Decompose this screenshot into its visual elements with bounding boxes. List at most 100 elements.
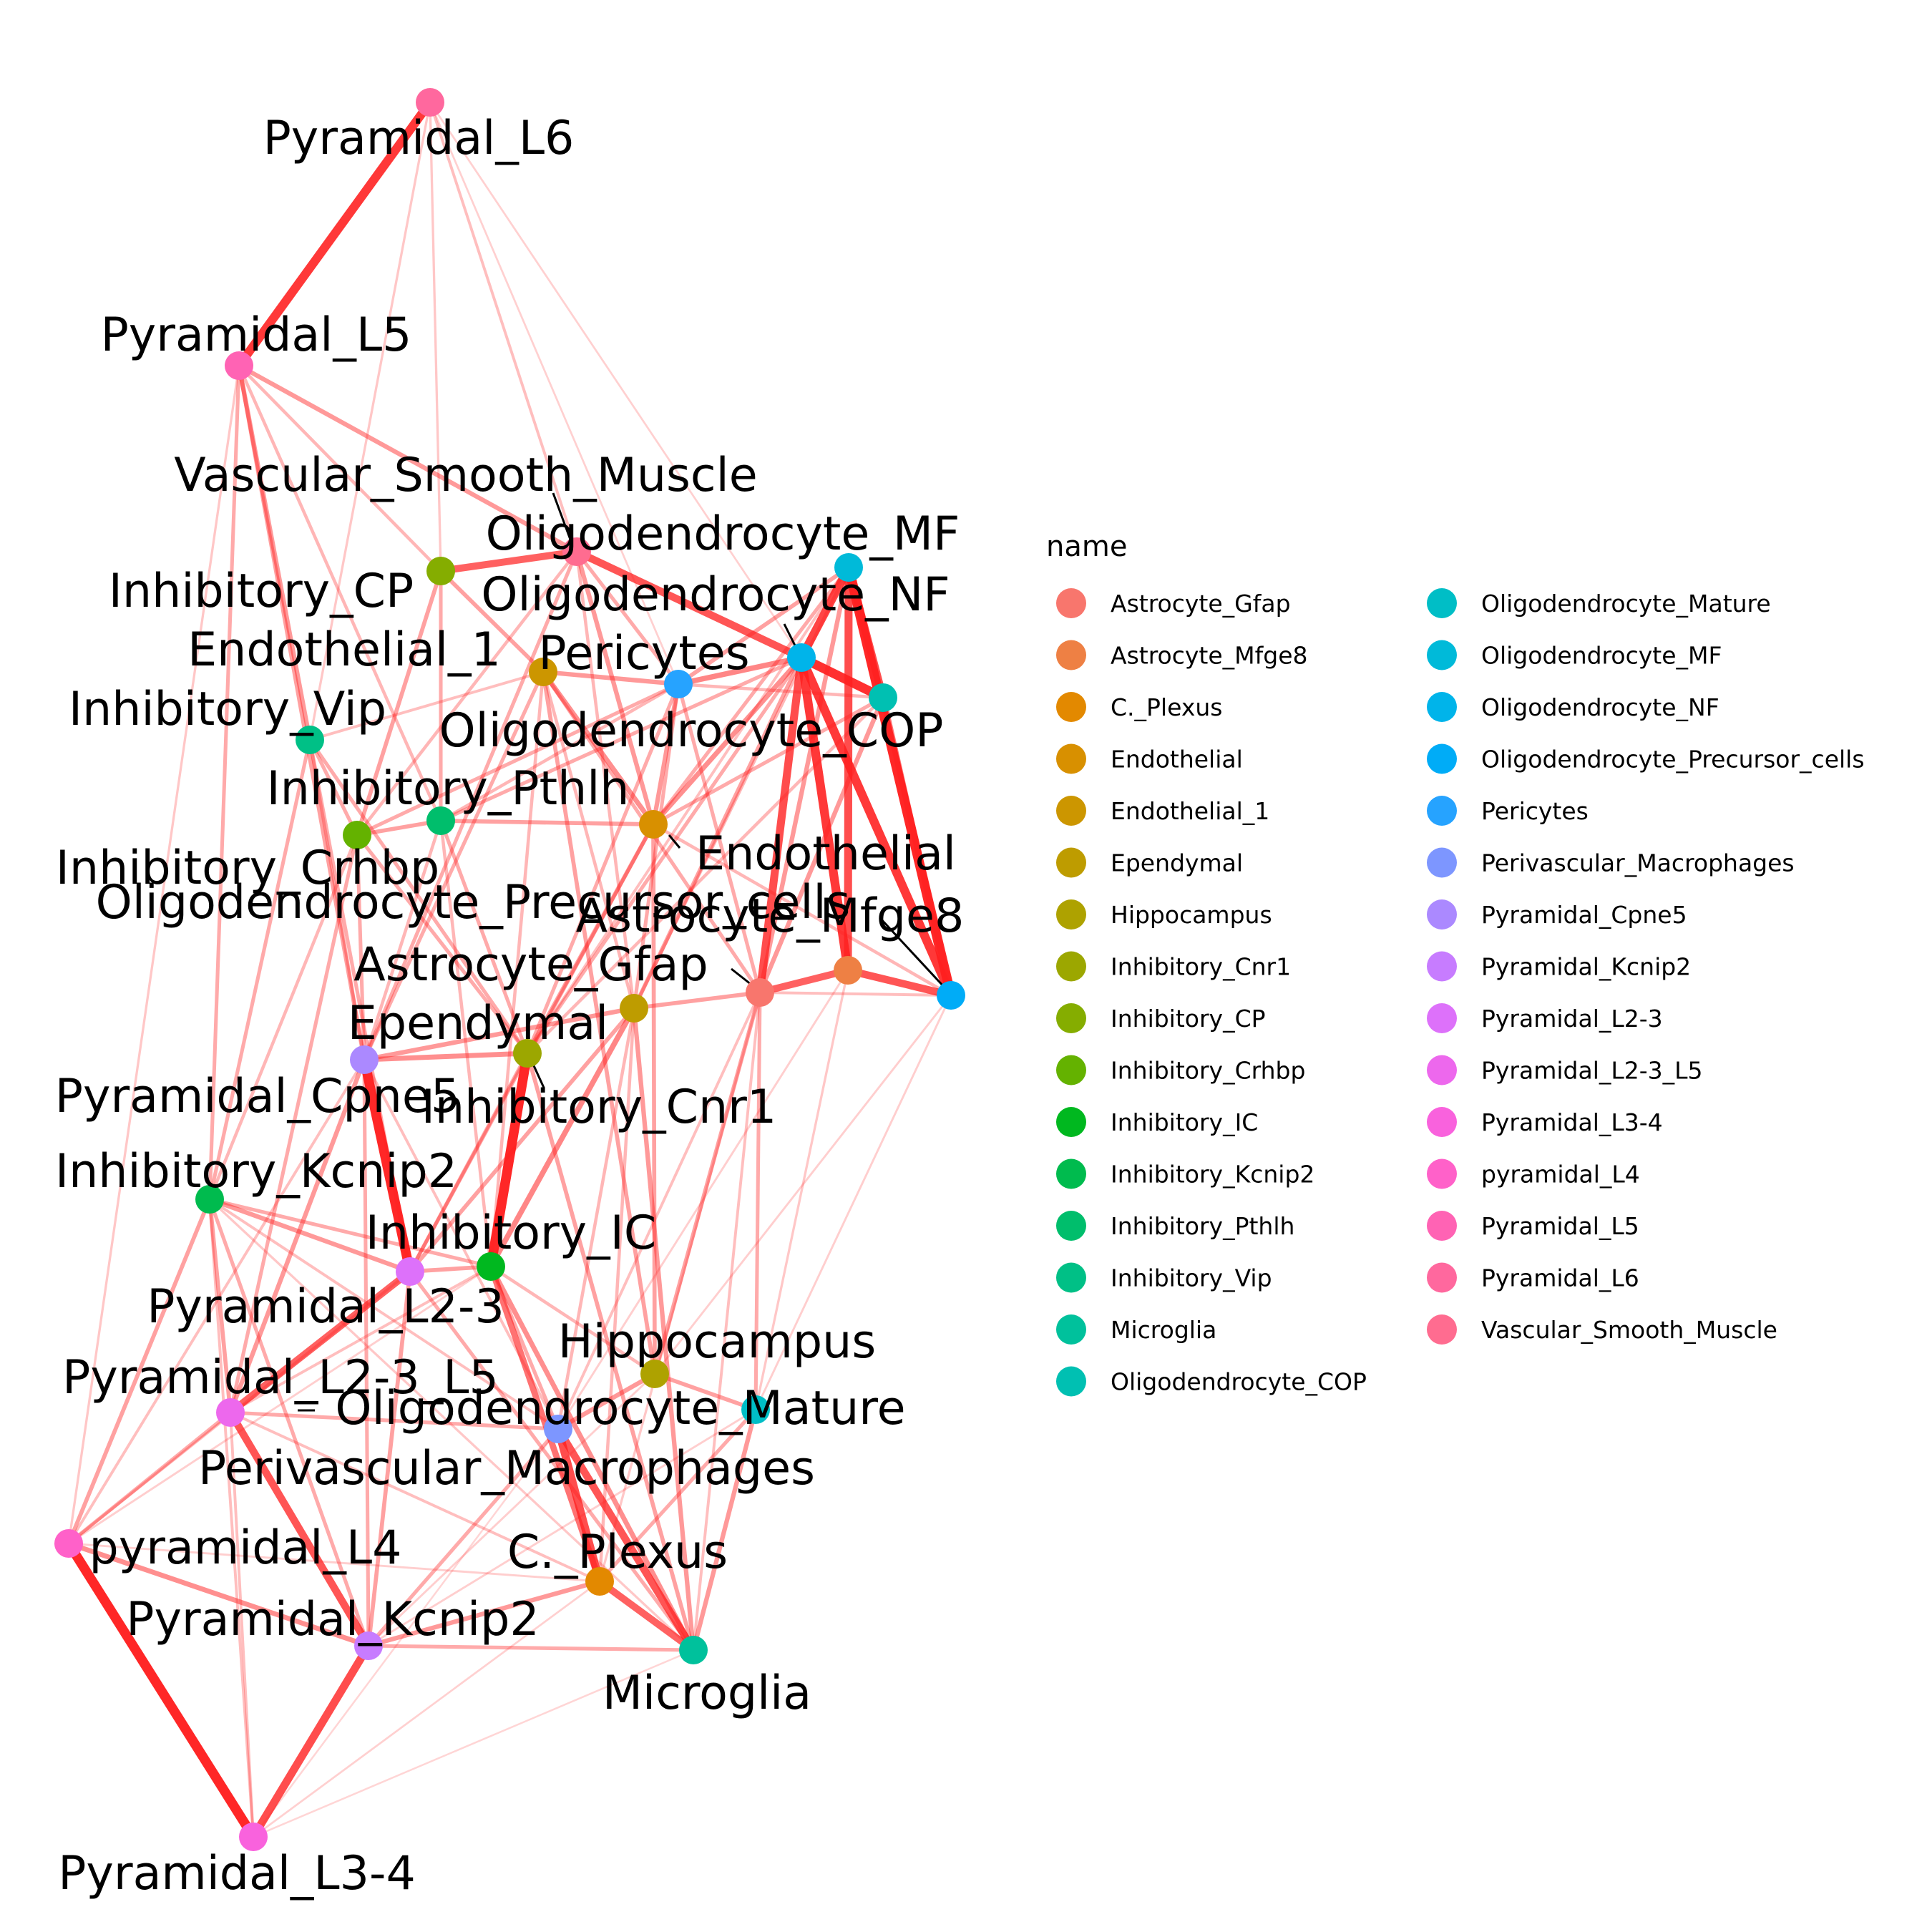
edge-pyramidal-kcnip2-perivascular-macrophages <box>366 1427 560 1648</box>
node-pyramidal-l2-3[interactable] <box>396 1257 424 1286</box>
edge-pyramidal-l3-4-microglia <box>252 1649 695 1838</box>
legend-item-inhibitory-cp: Inhibitory_CP <box>1056 1003 1266 1033</box>
node-label-pyramidal-l4: pyramidal_L4 <box>89 1521 402 1575</box>
nodes-layer <box>54 88 965 1851</box>
node-oligodendrocyte-mature[interactable] <box>741 1395 770 1424</box>
node-endothelial-1[interactable] <box>529 658 557 686</box>
legend-item-inhibitory-pthlh: Inhibitory_Pthlh <box>1056 1211 1294 1241</box>
edge-vascular-smooth-muscle-endothelial <box>574 549 656 827</box>
node-pyramidal-l4[interactable] <box>54 1529 83 1558</box>
edge-inhibitory-cp-endothelial-1 <box>439 569 545 674</box>
edge-inhibitory-ic-perivascular-macrophages <box>489 1264 560 1431</box>
node-hippocampus[interactable] <box>640 1360 669 1388</box>
edge-endothelial-oligodendrocyte-nf <box>650 655 804 827</box>
legend-swatch <box>1056 1158 1086 1189</box>
legend-swatch <box>1427 796 1457 826</box>
edge-pyramidal-l5-vascular-smooth-muscle <box>236 363 580 555</box>
node-microglia[interactable] <box>679 1636 708 1664</box>
edge-oligodendrocyte-mf-endothelial <box>651 565 851 826</box>
legend-swatch <box>1427 1158 1457 1189</box>
legend-label: Oligodendrocyte_Precursor_cells <box>1481 746 1865 774</box>
edge-oligodendrocyte-precursor-cells-hippocampus <box>653 994 952 1375</box>
edge-pyramidal-l6-pyramidal-l5 <box>234 97 435 371</box>
edge-oligodendrocyte-cop-endothelial <box>651 696 885 826</box>
legend-label: Pyramidal_L5 <box>1481 1212 1639 1240</box>
edge-pyramidal-cpne5-perivascular-macrophages <box>363 1058 560 1430</box>
node-label-oligodendrocyte-mature: Oligodendrocyte_Mature <box>335 1382 905 1435</box>
edge-oligodendrocyte-nf-astrocyte-gfap <box>756 653 806 997</box>
edge-pyramidal-l3-4-perivascular-macrophages <box>252 1428 560 1838</box>
legend-item-inhibitory-crhbp: Inhibitory_Crhbp <box>1056 1055 1305 1085</box>
node-label-astrocyte-mfge8: Astrocyte_Mfge8 <box>576 889 965 943</box>
legend-item-oligodendrocyte-mature: Oligodendrocyte_Mature <box>1427 588 1771 618</box>
node-oligodendrocyte-mf[interactable] <box>834 553 863 582</box>
node-pyramidal-l3-4[interactable] <box>239 1823 268 1851</box>
legend-item-inhibitory-ic: Inhibitory_IC <box>1056 1107 1258 1137</box>
node-inhibitory-ic[interactable] <box>477 1252 505 1281</box>
node-inhibitory-kcnip2[interactable] <box>195 1185 224 1214</box>
node-astrocyte-mfge8[interactable] <box>834 956 862 985</box>
node-inhibitory-crhbp[interactable] <box>343 821 371 849</box>
legend-label: Oligodendrocyte_COP <box>1111 1368 1367 1396</box>
node-inhibitory-cnr1[interactable] <box>513 1039 542 1068</box>
legend-label: Inhibitory_Crhbp <box>1111 1057 1305 1085</box>
legend-label: Pyramidal_Cpne5 <box>1481 901 1687 929</box>
node-perivascular-macrophages[interactable] <box>544 1415 572 1443</box>
edge-pyramidal-l6-inhibitory-vip <box>308 101 431 741</box>
node-oligodendrocyte-nf[interactable] <box>787 643 816 672</box>
edge-oligodendrocyte-cop-inhibitory-cnr1 <box>525 696 885 1055</box>
node-oligodendrocyte-precursor-cells[interactable] <box>937 981 965 1010</box>
node-label-c-plexus: C._Plexus <box>507 1526 728 1579</box>
legend-item-inhibitory-cnr1: Inhibitory_Cnr1 <box>1056 951 1291 982</box>
node-astrocyte-gfap[interactable] <box>746 978 774 1007</box>
edge-inhibitory-ic-hippocampus <box>489 1264 657 1376</box>
node-pyramidal-l5[interactable] <box>225 351 253 380</box>
legend-item-vascular-smooth-muscle: Vascular_Smooth_Muscle <box>1427 1314 1777 1345</box>
legend-label: Ependymal <box>1111 849 1243 877</box>
node-ependymal[interactable] <box>620 994 648 1023</box>
node-c-plexus[interactable] <box>585 1567 614 1596</box>
node-pyramidal-kcnip2[interactable] <box>354 1631 383 1660</box>
node-oligodendrocyte-cop[interactable] <box>869 683 897 712</box>
node-inhibitory-cp[interactable] <box>426 557 455 585</box>
edge-astrocyte-gfap-astrocyte-mfge8 <box>756 967 852 996</box>
node-inhibitory-pthlh[interactable] <box>426 806 455 835</box>
node-pyramidal-cpne5[interactable] <box>350 1045 379 1074</box>
edge-oligodendrocyte-nf-inhibitory-pthlh <box>439 655 804 823</box>
node-pyramidal-l6[interactable] <box>416 88 444 117</box>
node-vascular-smooth-muscle[interactable] <box>562 537 591 566</box>
legend-swatch <box>1056 951 1086 982</box>
node-label-oligodendrocyte-precursor-cells: Oligodendrocyte_Precursor_cells <box>96 876 851 930</box>
legend-title: name <box>1046 530 1127 563</box>
legend-label: Pyramidal_L2-3 <box>1481 1005 1663 1033</box>
edge-inhibitory-cnr1-pyramidal-l2-3 <box>408 1051 530 1274</box>
edge-inhibitory-kcnip2-pyramidal-l4 <box>67 1197 212 1546</box>
legend-label: Pyramidal_L2-3_L5 <box>1481 1057 1703 1085</box>
legend-item-pyramidal-l2-3: Pyramidal_L2-3 <box>1427 1003 1663 1033</box>
legend-item-ependymal: Ependymal <box>1056 847 1243 878</box>
legend-label: Oligodendrocyte_NF <box>1481 693 1719 721</box>
legend-label: Inhibitory_Vip <box>1111 1264 1272 1292</box>
edge-inhibitory-cp-vascular-smooth-muscle <box>437 548 580 575</box>
node-pericytes[interactable] <box>664 670 693 698</box>
legend-item-oligodendrocyte-nf: Oligodendrocyte_NF <box>1427 692 1719 722</box>
legend-swatch <box>1056 588 1086 618</box>
node-label-oligodendrocyte-cop: Oligodendrocyte_COP <box>439 704 943 758</box>
node-pyramidal-l2-3-l5[interactable] <box>216 1398 245 1427</box>
leader-oligodendrocyte-nf <box>783 623 798 649</box>
legend-label: Perivascular_Macrophages <box>1481 849 1795 877</box>
legend-swatch <box>1427 1003 1457 1033</box>
edge-astrocyte-gfap-perivascular-macrophages <box>557 991 761 1430</box>
node-endothelial[interactable] <box>639 810 668 839</box>
node-inhibitory-vip[interactable] <box>296 726 324 754</box>
legend-item-endothelial: Endothelial <box>1056 743 1243 774</box>
legend-swatch <box>1056 847 1086 878</box>
leader-endothelial <box>668 834 681 849</box>
edge-pyramidal-l4-pyramidal-l2-3-l5 <box>67 1410 233 1546</box>
edge-oligodendrocyte-nf-inhibitory-cnr1 <box>525 655 804 1055</box>
edge-pyramidal-kcnip2-hippocampus <box>367 1372 656 1647</box>
edge-inhibitory-pthlh-inhibitory-ic <box>439 819 493 1269</box>
legend-items: Astrocyte_Gfap Astrocyte_Mfge8 C._Plexus En… <box>1056 588 1865 1397</box>
legend-swatch <box>1427 899 1457 930</box>
